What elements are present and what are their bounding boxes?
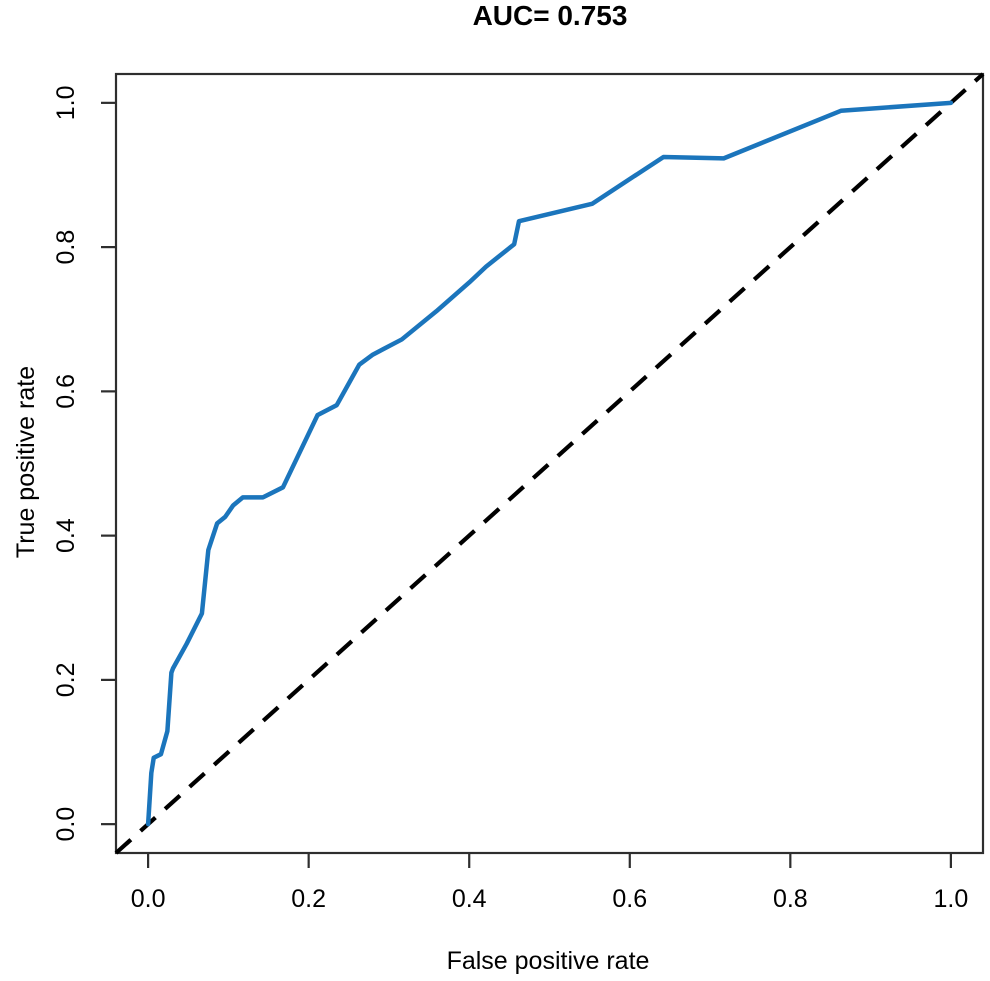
- y-tick-label: 1.0: [52, 85, 80, 120]
- y-axis-ticks: 0.0 0.2 0.4 0.6 0.8 1.0: [52, 85, 116, 842]
- y-tick-label: 0.4: [52, 518, 80, 553]
- y-tick-label: 0.2: [52, 663, 80, 698]
- x-tick-label: 0.8: [773, 885, 808, 913]
- y-tick-label: 0.6: [52, 374, 80, 409]
- x-tick-label: 0.6: [612, 885, 647, 913]
- x-tick-label: 1.0: [934, 885, 969, 913]
- roc-curve-line: [145, 100, 954, 827]
- y-tick-label: 0.8: [52, 230, 80, 265]
- y-axis-label: True positive rate: [12, 366, 40, 558]
- chart-title: AUC= 0.753: [473, 0, 628, 31]
- y-tick-label: 0.0: [52, 807, 80, 842]
- plot-box: [114, 72, 985, 855]
- x-axis-ticks: 0.0 0.2 0.4 0.6 0.8 1.0: [131, 853, 969, 913]
- x-tick-label: 0.4: [452, 885, 487, 913]
- x-tick-label: 0.0: [131, 885, 166, 913]
- chance-diagonal-line: [114, 72, 985, 855]
- x-axis-label: False positive rate: [447, 947, 650, 975]
- x-tick-label: 0.2: [291, 885, 326, 913]
